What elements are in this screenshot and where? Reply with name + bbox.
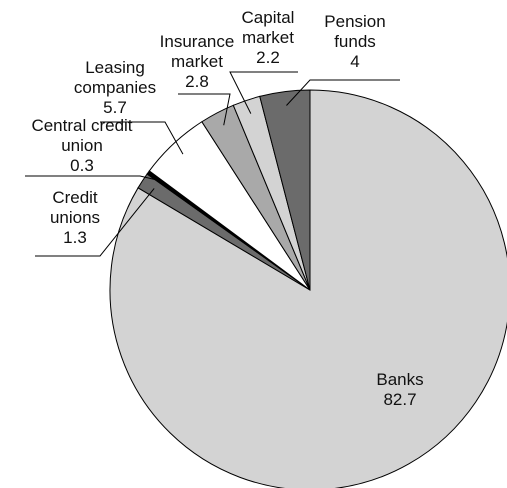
leader-line — [229, 71, 298, 114]
slice-label: Credit unions 1.3 — [35, 188, 115, 248]
pie-slice — [109, 89, 507, 488]
slice-label: Central credit union 0.3 — [27, 116, 137, 176]
category-label: Banks — [376, 370, 424, 389]
slice-label: Leasing companies 5.7 — [65, 58, 165, 118]
pie-slice — [259, 89, 311, 291]
leader-line — [286, 79, 400, 106]
category-label: Capital market — [241, 8, 295, 47]
slice-label: Capital market 2.2 — [231, 8, 306, 68]
value-label: 1.3 — [63, 228, 87, 247]
category-label: Credit unions — [49, 188, 101, 227]
category-label: Leasing companies — [73, 58, 157, 97]
category-label: Pension funds — [324, 12, 386, 51]
value-label: 4 — [350, 52, 360, 71]
slice-label: Banks 82.7 — [360, 370, 440, 410]
value-label: 2.2 — [256, 48, 280, 67]
slice-label: Insurance market 2.8 — [150, 32, 245, 92]
value-label: 2.8 — [185, 72, 209, 91]
value-label: 5.7 — [103, 98, 127, 117]
leader-line — [100, 121, 184, 155]
value-label: 82.7 — [383, 390, 417, 409]
leader-line — [35, 188, 155, 257]
category-label: Insurance market — [159, 32, 235, 71]
leader-line — [25, 175, 160, 182]
value-label: 0.3 — [70, 156, 94, 175]
category-label: Central credit union — [31, 116, 133, 155]
slice-label: Pension funds 4 — [318, 12, 393, 72]
leader-line — [178, 93, 231, 126]
